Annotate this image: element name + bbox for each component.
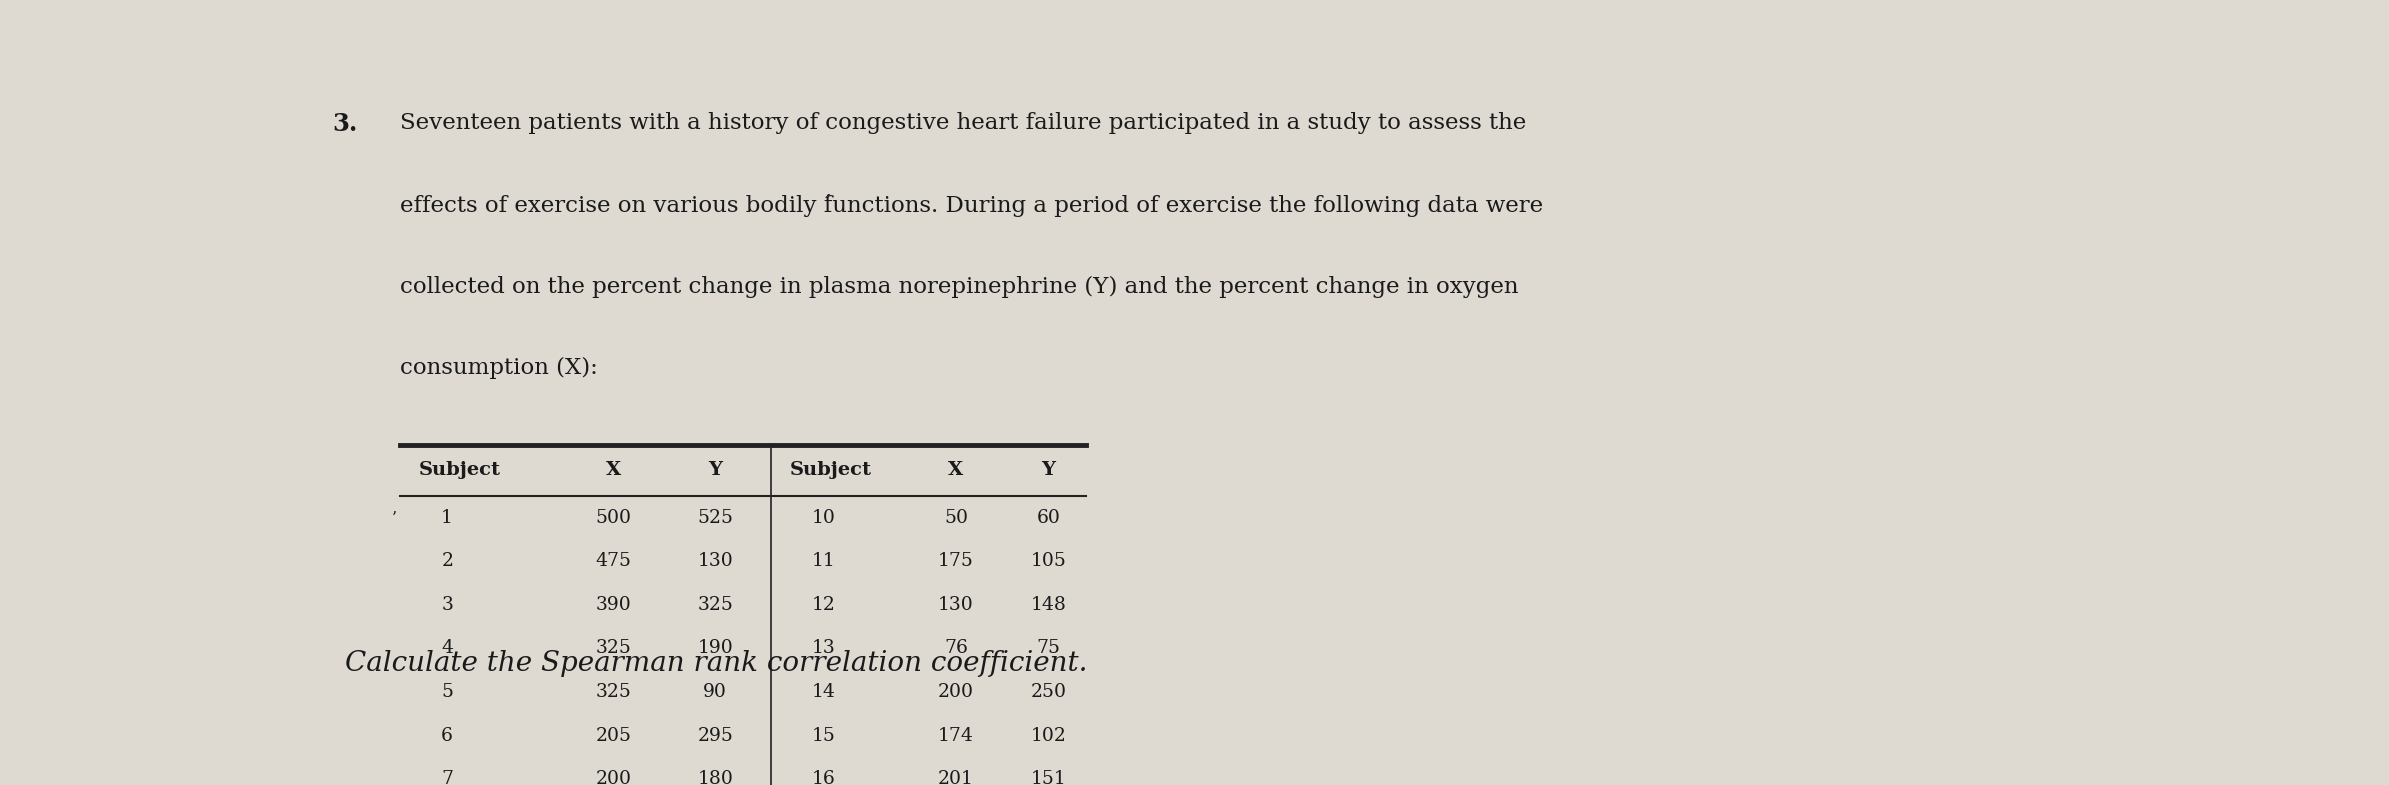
Text: 325: 325 <box>698 596 733 614</box>
Text: 200: 200 <box>939 683 975 701</box>
Text: 6: 6 <box>442 727 454 744</box>
Text: Calculate the Spearman rank correlation coefficient.: Calculate the Spearman rank correlation … <box>344 651 1087 677</box>
Text: ’: ’ <box>392 509 397 527</box>
Text: 130: 130 <box>939 596 975 614</box>
Text: 3: 3 <box>442 596 454 614</box>
Text: 1: 1 <box>442 509 454 527</box>
Text: 180: 180 <box>698 770 733 785</box>
Text: 2: 2 <box>442 553 454 571</box>
Text: 174: 174 <box>939 727 975 744</box>
Text: 205: 205 <box>595 727 631 744</box>
Text: 190: 190 <box>698 640 733 658</box>
Text: 90: 90 <box>702 683 726 701</box>
Text: Seventeen patients with a history of congestive heart failure participated in a : Seventeen patients with a history of con… <box>401 112 1527 134</box>
Text: Subject: Subject <box>788 462 872 480</box>
Text: 14: 14 <box>812 683 836 701</box>
Text: X: X <box>607 462 621 480</box>
Text: 325: 325 <box>595 640 631 658</box>
Text: 250: 250 <box>1030 683 1065 701</box>
Text: X: X <box>948 462 963 480</box>
Text: 148: 148 <box>1030 596 1065 614</box>
Text: 4: 4 <box>442 640 454 658</box>
Text: 13: 13 <box>812 640 836 658</box>
Text: Subject: Subject <box>418 462 502 480</box>
Text: 175: 175 <box>939 553 975 571</box>
Text: 525: 525 <box>698 509 733 527</box>
Text: 102: 102 <box>1030 727 1065 744</box>
Text: effects of exercise on various bodily f́unctions. During a period of exercise th: effects of exercise on various bodily f́… <box>401 194 1543 217</box>
Text: 201: 201 <box>939 770 975 785</box>
Text: 151: 151 <box>1030 770 1065 785</box>
Text: consumption (X):: consumption (X): <box>401 357 597 379</box>
Text: 12: 12 <box>812 596 836 614</box>
Text: 76: 76 <box>944 640 968 658</box>
Text: Y: Y <box>1042 462 1056 480</box>
Text: 3.: 3. <box>332 112 358 137</box>
Text: 295: 295 <box>698 727 733 744</box>
Text: 390: 390 <box>595 596 631 614</box>
Text: 105: 105 <box>1030 553 1065 571</box>
Text: Y: Y <box>707 462 721 480</box>
Text: 50: 50 <box>944 509 968 527</box>
Text: 75: 75 <box>1037 640 1061 658</box>
Text: 16: 16 <box>812 770 836 785</box>
Text: 200: 200 <box>595 770 631 785</box>
Text: 7: 7 <box>442 770 454 785</box>
Text: 11: 11 <box>812 553 836 571</box>
Text: 130: 130 <box>698 553 733 571</box>
Text: 5: 5 <box>442 683 454 701</box>
Text: 500: 500 <box>595 509 631 527</box>
Text: collected on the percent change in plasma norepinephrine (Y) and the percent cha: collected on the percent change in plasm… <box>401 276 1519 298</box>
Text: 10: 10 <box>812 509 836 527</box>
Text: 475: 475 <box>595 553 631 571</box>
Text: 325: 325 <box>595 683 631 701</box>
Text: 60: 60 <box>1037 509 1061 527</box>
Text: 15: 15 <box>812 727 836 744</box>
